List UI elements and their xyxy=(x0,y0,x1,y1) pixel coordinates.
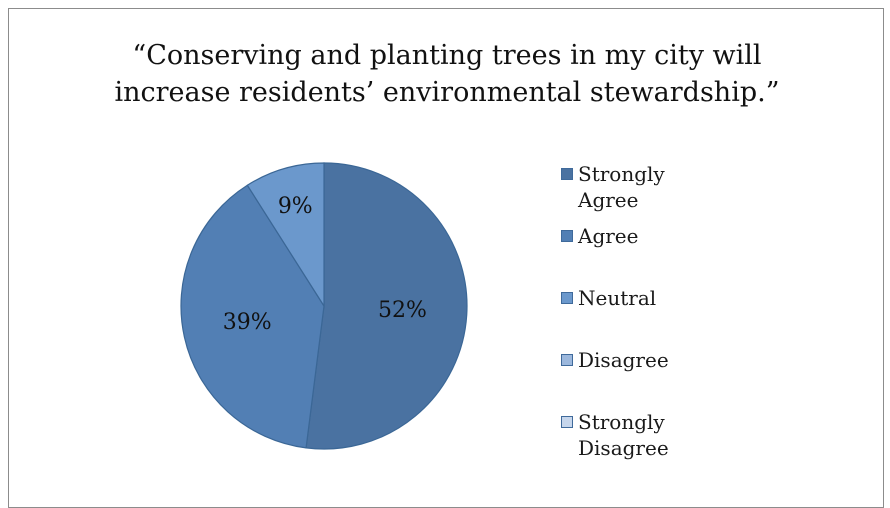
chart-title-line-1: “Conserving and planting trees in my cit… xyxy=(132,40,762,71)
legend-swatch-agree xyxy=(561,230,573,242)
legend-label-strongly-disagree: Strongly Disagree xyxy=(578,410,669,460)
legend-swatch-strongly-disagree xyxy=(561,416,573,428)
pie-slice-neutral xyxy=(246,162,325,309)
pie-slice-strongly-agree xyxy=(305,162,468,450)
legend-swatch-neutral xyxy=(561,292,573,304)
legend-item-neutral: Neutral xyxy=(561,285,728,311)
pie-slices xyxy=(180,162,468,450)
legend-label-strongly-agree: Strongly Agree xyxy=(578,162,665,212)
legend-item-agree: Agree xyxy=(561,223,728,249)
legend-item-strongly-agree: Strongly Agree xyxy=(561,161,728,213)
chart-frame: “Conserving and planting trees in my cit… xyxy=(8,8,884,508)
legend-item-strongly-disagree: Strongly Disagree xyxy=(561,409,728,461)
chart-title: “Conserving and planting trees in my cit… xyxy=(9,37,885,111)
legend-label-neutral: Neutral xyxy=(578,286,657,310)
legend-swatch-disagree xyxy=(561,354,573,366)
pie-data-labels: 52% 39% 9% xyxy=(223,194,427,335)
legend-label-disagree: Disagree xyxy=(578,348,669,372)
legend-swatch-strongly-agree xyxy=(561,168,573,180)
pie-label-agree: 39% xyxy=(223,310,272,335)
chart-title-line-2: increase residents’ environmental stewar… xyxy=(114,77,780,108)
pie-label-neutral: 9% xyxy=(278,194,313,219)
legend-label-agree: Agree xyxy=(578,224,639,248)
pie-slice-agree xyxy=(180,184,325,449)
pie-chart: 52% 39% 9% xyxy=(180,162,468,450)
legend-item-disagree: Disagree xyxy=(561,347,728,373)
pie-label-strongly-agree: 52% xyxy=(378,298,427,323)
